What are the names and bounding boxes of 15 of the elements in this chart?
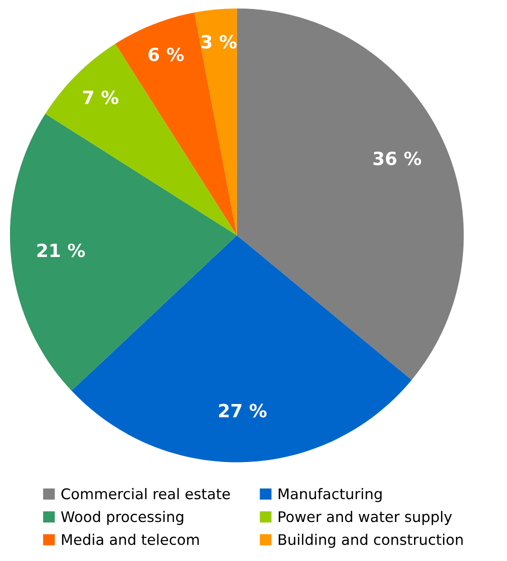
data-label: 3 % — [201, 34, 237, 49]
data-label: 36 % — [373, 152, 422, 166]
legend-label: Power and water supply — [278, 510, 452, 526]
legend-label: Media and telecom — [62, 534, 199, 546]
legend-label: Commercial real estate — [61, 488, 230, 500]
legend-label: Wood processing — [61, 510, 184, 526]
data-label: 27 % — [219, 404, 267, 418]
data-label: 7 % — [83, 90, 118, 104]
pie-slice — [194, 8, 237, 236]
legend-label: Manufacturing — [278, 488, 382, 502]
pie-slice — [236, 8, 464, 380]
data-label: 6 % — [148, 48, 184, 62]
legend-label: Building and construction — [278, 534, 463, 548]
data-label: 21 % — [37, 244, 85, 258]
pie-slice — [10, 114, 237, 391]
